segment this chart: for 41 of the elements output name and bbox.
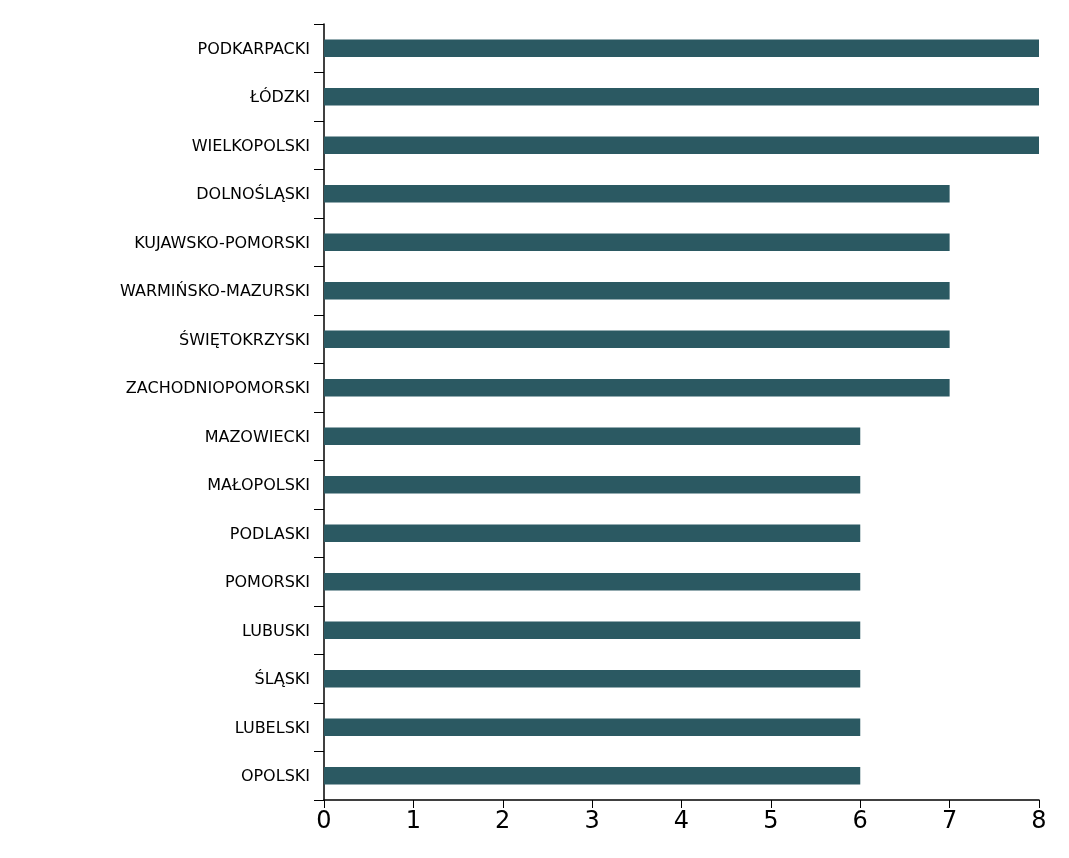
bar bbox=[324, 427, 861, 445]
bar bbox=[324, 621, 861, 639]
x-tick-label: 8 bbox=[1031, 806, 1047, 834]
x-tick-label: 6 bbox=[852, 806, 868, 834]
y-tick-label: PODKARPACKI bbox=[197, 38, 310, 58]
y-tick-label: WIELKOPOLSKI bbox=[191, 135, 310, 155]
x-tick-label: 4 bbox=[673, 806, 690, 834]
y-tick-label: DOLNOŚLĄSKI bbox=[196, 184, 310, 204]
y-tick-label: WARMIŃSKO-MAZURSKI bbox=[120, 281, 310, 301]
bar bbox=[324, 39, 1039, 57]
x-tick-label: 2 bbox=[495, 806, 511, 834]
y-tick-label: ŚLĄSKI bbox=[254, 669, 310, 689]
y-tick-label: POMORSKI bbox=[224, 572, 310, 592]
y-tick-label: OPOLSKI bbox=[240, 766, 310, 786]
bar bbox=[324, 670, 861, 688]
y-tick-label: ŚWIĘTOKRZYSKI bbox=[179, 329, 310, 349]
bar bbox=[324, 88, 1039, 106]
bar bbox=[324, 767, 861, 785]
x-tick-label: 1 bbox=[405, 806, 422, 834]
y-tick-label: KUJAWSKO-POMORSKI bbox=[134, 232, 310, 252]
bar bbox=[324, 233, 950, 251]
y-tick-label: LUBELSKI bbox=[234, 717, 310, 737]
y-tick-label: MAŁOPOLSKI bbox=[207, 475, 310, 495]
bar bbox=[324, 379, 950, 397]
bar bbox=[324, 573, 861, 591]
y-tick-label: LUBUSKI bbox=[242, 620, 310, 640]
bar bbox=[324, 330, 950, 348]
bar bbox=[324, 524, 861, 542]
y-tick-label: PODLASKI bbox=[229, 523, 310, 543]
bar bbox=[324, 185, 950, 203]
x-tick-label: 5 bbox=[763, 806, 779, 834]
bar bbox=[324, 476, 861, 494]
x-tick-label: 7 bbox=[941, 806, 958, 834]
x-tick-label: 0 bbox=[316, 806, 332, 834]
bar bbox=[324, 718, 861, 736]
y-tick-label: ZACHODNIOPOMORSKI bbox=[125, 378, 310, 398]
bar bbox=[324, 136, 1039, 154]
x-tick-label: 3 bbox=[584, 806, 600, 834]
y-tick-label: MAZOWIECKI bbox=[204, 426, 310, 446]
y-tick-label: ŁÓDZKI bbox=[248, 87, 310, 107]
bar bbox=[324, 282, 950, 300]
